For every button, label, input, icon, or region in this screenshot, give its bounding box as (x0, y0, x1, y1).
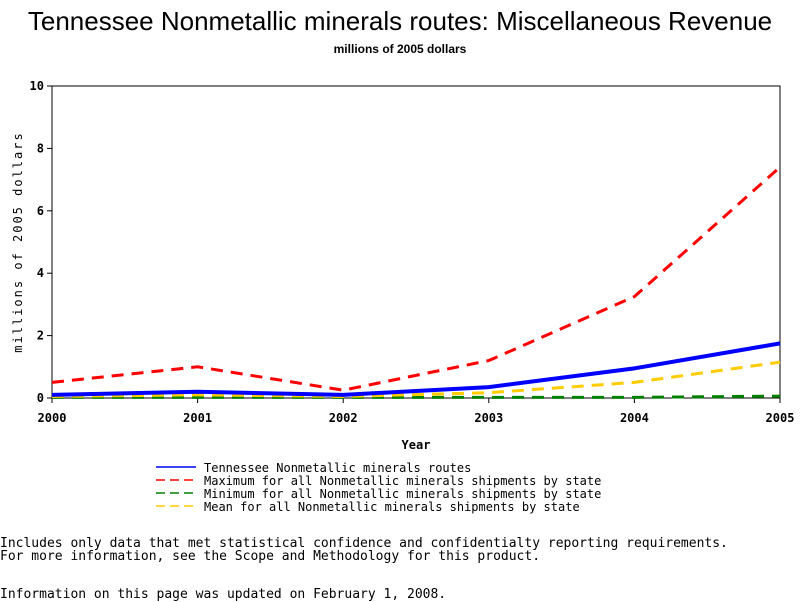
chart-title: Tennessee Nonmetallic minerals routes: M… (27, 6, 773, 36)
series-line-2 (52, 394, 781, 399)
legend-label-3: Mean for all Nonmetallic minerals shipme… (204, 500, 580, 514)
y-tick-label: 2 (37, 329, 44, 343)
x-tick-label: 2004 (620, 411, 649, 425)
x-tick-label: 2001 (183, 411, 212, 425)
y-tick-label: 4 (37, 266, 44, 280)
chart-subtitle: millions of 2005 dollars (333, 42, 467, 56)
series-line-3 (51, 360, 781, 398)
legend-label-1: Maximum for all Nonmetallic minerals shi… (204, 474, 601, 488)
note-confidence: Includes only data that met statistical … (0, 536, 728, 551)
y-tick-label: 0 (37, 391, 44, 405)
x-tick-label: 2003 (474, 411, 503, 425)
x-tick-label: 2005 (766, 411, 795, 425)
legend-label-0: Tennessee Nonmetallic minerals routes (204, 461, 471, 475)
y-tick-label: 6 (37, 204, 44, 218)
legend-label-2: Minimum for all Nonmetallic minerals shi… (204, 487, 601, 501)
note-updated: Information on this page was updated on … (0, 587, 447, 602)
series-line-1 (51, 165, 781, 392)
x-tick-label: 2002 (329, 411, 358, 425)
series-line-0 (51, 341, 781, 397)
x-tick-label: 2000 (38, 411, 67, 425)
y-tick-label: 10 (30, 79, 44, 93)
note-methodology: For more information, see the Scope and … (0, 549, 541, 564)
x-axis-label: Year (402, 438, 431, 452)
y-tick-label: 8 (37, 141, 44, 155)
plot-frame (51, 85, 781, 399)
y-axis-label: millions of 2005 dollars (11, 131, 25, 352)
